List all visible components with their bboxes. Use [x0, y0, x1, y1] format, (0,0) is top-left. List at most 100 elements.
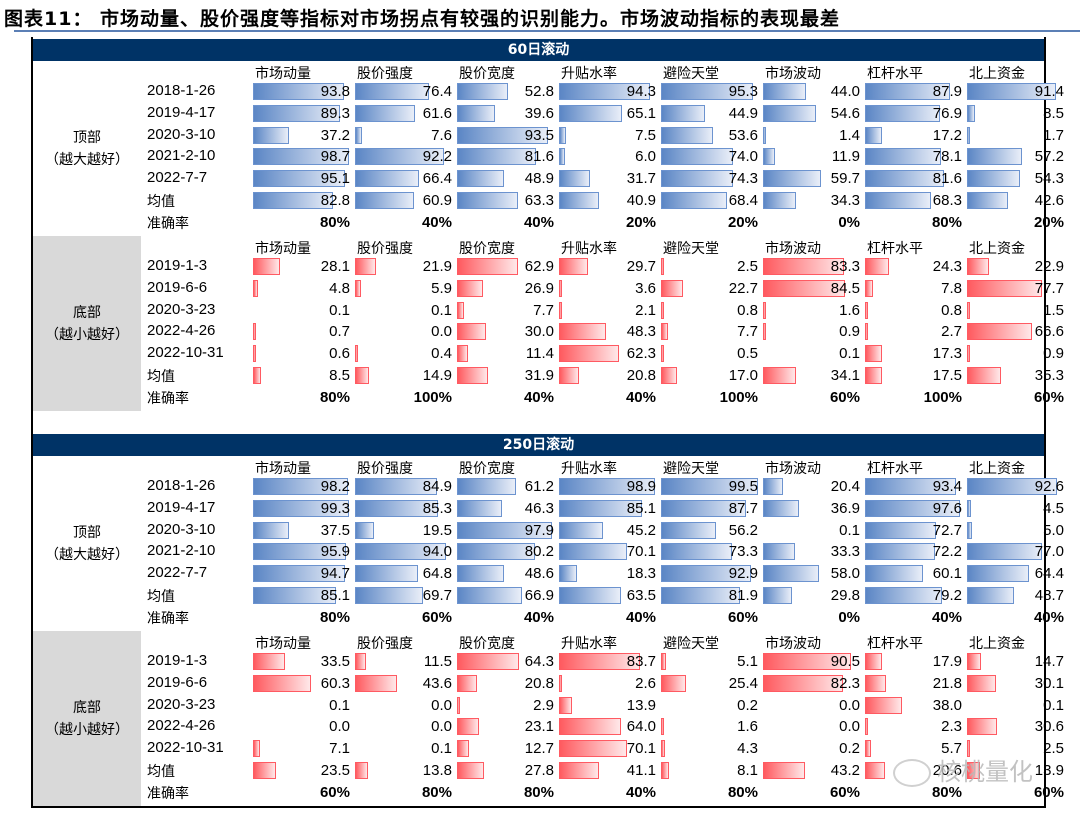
- data-bar: [559, 126, 567, 144]
- data-cell: 0.1: [763, 522, 862, 541]
- data-bar: [661, 565, 752, 583]
- cell-value: 23.1: [524, 718, 554, 736]
- data-cell: 64.0: [559, 718, 658, 737]
- data-bar: [763, 83, 806, 100]
- data-bar: [763, 126, 766, 144]
- data-bar: [661, 258, 664, 275]
- data-cell: 5.7: [865, 740, 964, 759]
- data-bar: [559, 83, 651, 100]
- data-bar: [457, 126, 548, 144]
- cell-value: 0.8: [941, 301, 962, 319]
- accuracy-value: 40%: [625, 608, 656, 626]
- cell-value: 1.6: [839, 301, 860, 319]
- accuracy-value: 40%: [523, 608, 554, 626]
- cell-value: 11.9: [831, 148, 860, 166]
- data-bar: [457, 367, 488, 384]
- data-cell: 29.8: [763, 587, 862, 606]
- data-cell: 64.3: [457, 653, 556, 672]
- data-cell: 17.3: [865, 345, 964, 364]
- cell-value: 48.3: [626, 323, 656, 341]
- cell-value: 23.5: [320, 762, 350, 779]
- data-bar: [865, 83, 951, 100]
- data-bar: [253, 323, 256, 341]
- data-bar: [865, 258, 889, 275]
- cell-value: 85.1: [320, 587, 350, 604]
- data-bar: [661, 279, 684, 297]
- data-bar: [661, 148, 733, 166]
- cell-value: 94.3: [626, 83, 656, 100]
- data-cell: 0.0: [355, 718, 454, 737]
- cell-value: 0.0: [431, 323, 452, 341]
- cell-value: 93.8: [320, 83, 350, 100]
- accuracy-value: 20%: [727, 213, 758, 231]
- column-header: 股价强度: [357, 461, 413, 477]
- data-cell: 70.1: [559, 740, 658, 759]
- cell-value: 37.2: [320, 126, 350, 144]
- data-bar: [865, 345, 882, 363]
- accuracy-value: 0%: [838, 608, 860, 626]
- column-header: 股价强度: [357, 241, 413, 257]
- data-bar: [559, 192, 599, 209]
- accuracy-value: 60%: [727, 608, 758, 626]
- data-bar: [763, 170, 821, 188]
- wechat-icon: [893, 759, 931, 787]
- data-bar: [559, 258, 588, 275]
- data-bar: [661, 718, 664, 736]
- data-cell: 87.7: [661, 499, 760, 519]
- data-cell: 8.1: [661, 762, 760, 781]
- data-cell: 82.8: [253, 192, 352, 211]
- date-label: 2022-10-31: [147, 344, 224, 362]
- data-bar: [865, 323, 868, 341]
- data-cell: 22.7: [661, 279, 760, 299]
- data-cell: 97.9: [457, 521, 556, 541]
- cell-value: 33.3: [830, 543, 860, 561]
- date-label: 2018-1-26: [147, 477, 216, 494]
- data-cell: 1.7: [967, 126, 1066, 146]
- cell-value: 95.1: [320, 170, 350, 188]
- date-label: 2019-4-17: [147, 103, 216, 121]
- data-cell: 98.9: [559, 478, 658, 497]
- data-bar: [457, 83, 509, 100]
- cell-value: 98.7: [320, 148, 350, 166]
- data-cell: 17.5: [865, 367, 964, 386]
- top-side-label: 顶部 （越大越好）: [33, 456, 141, 631]
- accuracy-value: 100%: [923, 388, 962, 406]
- column-header: 杠杆水平: [867, 636, 923, 652]
- data-bar: [457, 587, 522, 604]
- data-bar: [355, 83, 430, 100]
- data-bar: [763, 478, 783, 495]
- cell-value: 0.2: [839, 740, 860, 758]
- data-bar: [559, 543, 627, 561]
- cell-value: 68.3: [932, 192, 962, 209]
- data-cell: 13.9: [967, 762, 1066, 781]
- cell-value: 8.5: [329, 367, 350, 384]
- data-cell: 23.5: [253, 762, 352, 781]
- data-bar: [763, 279, 845, 297]
- section-header: 60日滚动: [33, 39, 1044, 61]
- data-cell: 0.0: [253, 718, 352, 737]
- column-header: 北上资金: [969, 636, 1025, 652]
- data-cell: 74.0: [661, 148, 760, 167]
- cell-value: 0.0: [329, 718, 350, 736]
- data-cell: 64.4: [967, 565, 1066, 584]
- cell-value: 21.9: [422, 258, 452, 275]
- data-cell: 0.1: [253, 302, 352, 321]
- data-cell: 84.5: [763, 279, 862, 299]
- section-header: 250日滚动: [33, 434, 1044, 456]
- cell-value: 40.9: [626, 192, 656, 209]
- data-bar: [355, 345, 358, 363]
- data-bar: [763, 148, 775, 166]
- data-cell: 7.7: [457, 301, 556, 321]
- data-cell: 0.5: [661, 345, 760, 364]
- cell-value: 0.1: [839, 521, 860, 539]
- data-bar: [253, 104, 340, 122]
- data-bar: [967, 192, 1009, 209]
- data-cell: 99.5: [661, 478, 760, 497]
- cell-value: 69.7: [422, 587, 452, 604]
- data-cell: 17.2: [865, 126, 964, 146]
- accuracy-value: 40%: [931, 608, 962, 626]
- data-bar: [967, 126, 970, 144]
- data-cell: 0.6: [253, 345, 352, 364]
- cell-value: 0.6: [329, 345, 350, 363]
- data-bar: [865, 718, 868, 736]
